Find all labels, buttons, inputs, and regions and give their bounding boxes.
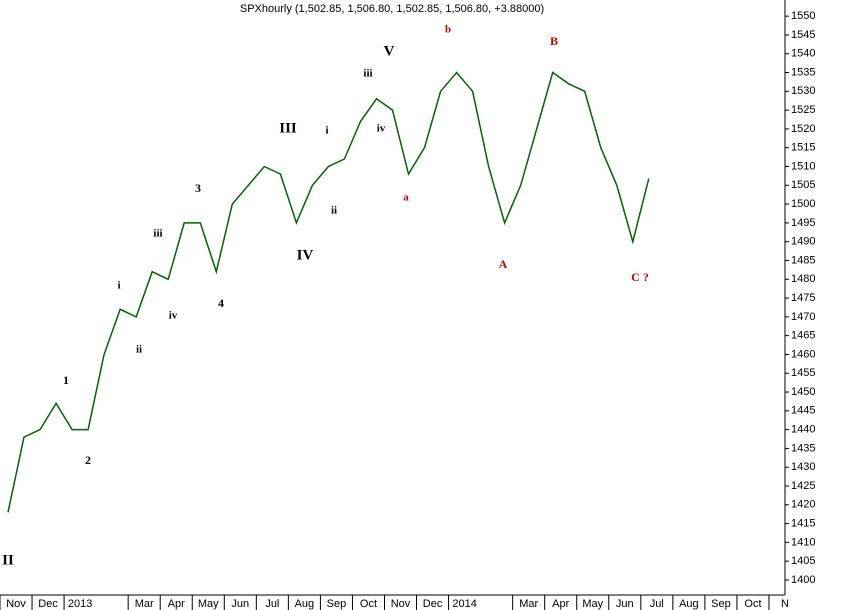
y-tick-label: 1465 <box>791 330 815 342</box>
y-tick-label: 1470 <box>791 311 815 323</box>
x-tick-label: 2014 <box>452 598 476 610</box>
y-tick-label: 1530 <box>791 85 815 97</box>
x-tick-label: Jun <box>231 598 249 610</box>
y-tick-label: 1500 <box>791 198 815 210</box>
y-tick-label: 1475 <box>791 292 815 304</box>
x-tick-label: 2013 <box>68 598 92 610</box>
x-tick-label: Dec <box>423 598 443 610</box>
y-tick-label: 1450 <box>791 386 815 398</box>
y-tick-label: 1445 <box>791 405 815 417</box>
y-tick-label: 1505 <box>791 179 815 191</box>
price-line <box>7 71 650 513</box>
y-tick-label: 1405 <box>791 555 815 567</box>
y-tick-label: 1430 <box>791 461 815 473</box>
wave-label: 4 <box>218 296 224 310</box>
wave-label: iv <box>377 123 386 135</box>
y-tick-label: 1400 <box>791 574 815 586</box>
x-tick-label: Aug <box>295 598 315 610</box>
y-tick-label: 1525 <box>791 104 815 116</box>
wave-label: 2 <box>85 453 91 467</box>
y-tick-label: 1490 <box>791 236 815 248</box>
wave-label: a <box>403 192 409 204</box>
y-tick-label: 1435 <box>791 442 815 454</box>
wave-label: i <box>117 280 120 292</box>
wave-label: iii <box>363 68 372 80</box>
y-tick-label: 1495 <box>791 217 815 229</box>
y-tick-label: 1550 <box>791 10 815 22</box>
y-tick-label: 1420 <box>791 499 815 511</box>
wave-label: 3 <box>195 181 201 195</box>
x-tick-label: Oct <box>360 598 377 610</box>
y-tick-label: 1545 <box>791 29 815 41</box>
y-tick-label: 1510 <box>791 160 815 172</box>
wave-label: A <box>499 257 508 271</box>
y-tick-label: 1460 <box>791 348 815 360</box>
x-tick-label: May <box>198 598 219 610</box>
wave-label: ii <box>331 205 337 217</box>
wave-label: III <box>279 120 297 136</box>
wave-label: ii <box>136 344 142 356</box>
x-tick-label: Nov <box>391 598 411 610</box>
wave-label: IV <box>297 247 314 263</box>
chart-title: SPXhourly (1,502.85, 1,506.80, 1,502.85,… <box>240 3 544 15</box>
wave-label: b <box>445 24 451 36</box>
x-tick-label: Sep <box>327 598 347 610</box>
x-tick-label: Jun <box>616 598 634 610</box>
x-tick-label: May <box>582 598 603 610</box>
wave-label: C ? <box>631 270 649 284</box>
x-tick-label: Sep <box>711 598 731 610</box>
x-tick-label: Jul <box>650 598 664 610</box>
wave-label: 1 <box>63 373 69 387</box>
y-tick-label: 1535 <box>791 66 815 78</box>
y-tick-label: 1540 <box>791 48 815 60</box>
y-tick-label: 1480 <box>791 273 815 285</box>
y-tick-label: 1520 <box>791 123 815 135</box>
x-tick-label: Jul <box>265 598 279 610</box>
wave-label: iv <box>169 310 178 322</box>
x-tick-label: Dec <box>38 598 58 610</box>
x-tick-label: Aug <box>679 598 699 610</box>
x-tick-label: Apr <box>168 598 185 610</box>
wave-label: iii <box>153 228 162 240</box>
y-tick-label: 1485 <box>791 254 815 266</box>
wave-label: i <box>325 125 328 137</box>
wave-label: B <box>550 34 558 48</box>
x-tick-label: Mar <box>135 598 154 610</box>
x-tick-label: Mar <box>519 598 538 610</box>
y-tick-label: 1515 <box>791 142 815 154</box>
x-tick-label: N <box>781 598 789 610</box>
x-tick-label: Oct <box>744 598 761 610</box>
x-tick-label: Nov <box>6 598 26 610</box>
x-tick-label: Apr <box>552 598 569 610</box>
y-tick-label: 1440 <box>791 424 815 436</box>
y-tick-label: 1415 <box>791 517 815 529</box>
y-tick-label: 1410 <box>791 536 815 548</box>
y-tick-label: 1455 <box>791 367 815 379</box>
wave-label: V <box>384 43 395 59</box>
y-tick-label: 1425 <box>791 480 815 492</box>
wave-label: II <box>2 552 14 568</box>
